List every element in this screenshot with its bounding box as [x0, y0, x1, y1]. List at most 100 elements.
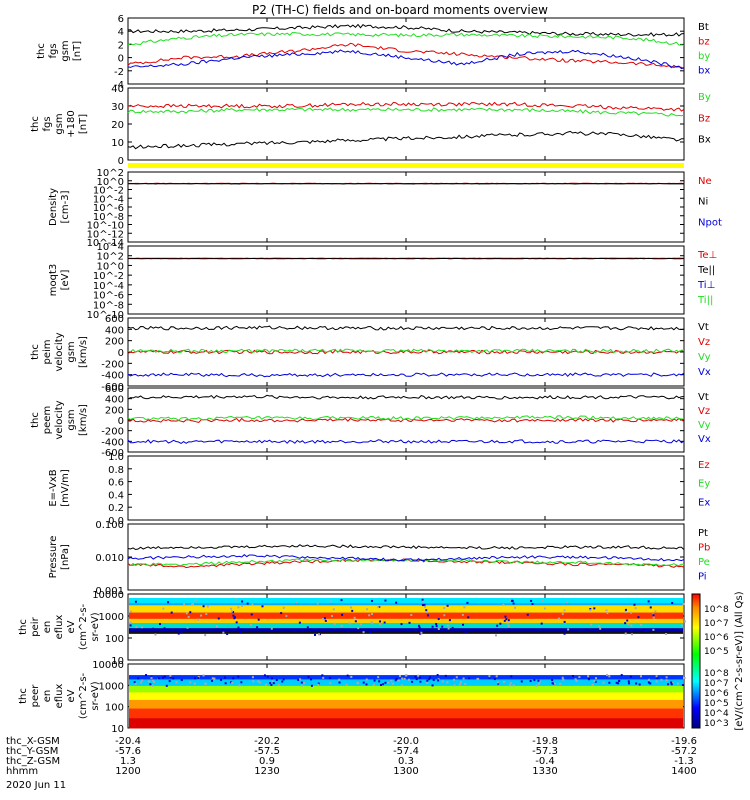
legend-ti: Ti|| [697, 295, 713, 306]
spectrogram-speckle [400, 623, 403, 626]
spectrogram-speckle [462, 623, 465, 626]
spectrogram-speckle [683, 620, 686, 623]
spectrogram-band [129, 605, 683, 614]
footer-value: 1.3 [120, 756, 136, 767]
spectrogram-speckle [431, 684, 434, 687]
footer-value: -1.3 [674, 756, 694, 767]
colorbar-tick-label: 10^8 [704, 669, 729, 679]
spectrogram-speckle [359, 623, 362, 626]
spectrogram-speckle [187, 615, 190, 618]
spectrogram-speckle [682, 603, 685, 606]
spectrogram-speckle [426, 679, 429, 682]
series-line-bt [127, 23, 685, 37]
spectrogram-speckle [435, 623, 438, 626]
spectrogram-speckle [397, 679, 400, 682]
spectrogram-speckle [427, 614, 430, 617]
spectrogram-speckle [455, 676, 458, 679]
spectrogram-speckle [667, 683, 670, 686]
colorbar-tick-label: 10^8 [704, 605, 729, 615]
panel-frame [127, 455, 685, 521]
spectrogram-speckle [162, 607, 165, 610]
spectrogram-speckle [415, 678, 418, 681]
series-line-vy [127, 348, 685, 354]
footer-value: -19.6 [671, 736, 697, 747]
spectrogram-speckle [566, 601, 569, 604]
spectrogram-speckle [250, 613, 253, 616]
panel-frame [127, 17, 685, 85]
spectrogram-speckle [189, 681, 192, 684]
y-axis-label: eV [66, 689, 77, 702]
spectrogram-speckle [269, 682, 272, 685]
y-tick-label: 0 [118, 156, 124, 167]
spectrogram-speckle [529, 680, 532, 683]
colorbar [691, 593, 701, 729]
spectrogram-speckle [488, 676, 491, 679]
spectrogram-speckle [504, 615, 507, 618]
spectrogram-speckle [168, 680, 171, 683]
spectrogram-speckle [648, 678, 651, 681]
spectrogram-speckle [507, 619, 510, 622]
spectrogram-speckle [322, 618, 325, 621]
spectrogram-speckle [180, 679, 183, 682]
spectrogram-speckle [503, 619, 506, 622]
spectrogram-speckle [145, 674, 148, 677]
spectrogram-speckle [180, 631, 183, 634]
spectrogram-speckle [655, 680, 658, 683]
panel-frame [127, 171, 685, 243]
spectrogram-speckle [605, 674, 608, 677]
spectrogram-speckle [645, 629, 648, 632]
footer-value: -20.4 [115, 736, 141, 747]
spectrogram-speckle [345, 683, 348, 686]
spectrogram-speckle [140, 681, 143, 684]
spectrogram-speckle [357, 682, 360, 685]
spectrogram-speckle [307, 675, 310, 678]
spectrogram-speckle [239, 631, 242, 634]
y-axis-label: thc [18, 688, 29, 704]
y-tick-label: 10^-10 [87, 221, 124, 232]
spectrogram-speckle [559, 682, 562, 685]
y-tick-label: 100 [105, 703, 124, 714]
spectrogram-speckle [506, 622, 509, 625]
spectrogram-speckle [575, 679, 578, 682]
spectrogram-speckle [365, 683, 368, 686]
spectrogram-speckle [300, 681, 303, 684]
spectrogram-speckle [373, 628, 376, 631]
spectrogram-speckle [194, 599, 197, 602]
spectrogram-speckle [567, 628, 570, 631]
y-tick-label: 10^-14 [87, 238, 124, 249]
spectrogram-speckle [133, 681, 136, 684]
spectrogram-speckle [539, 680, 542, 683]
spectrogram-speckle [226, 632, 229, 635]
spectrogram-speckle [317, 683, 320, 686]
legend-pi: Pi [698, 572, 707, 583]
spectrogram-speckle [448, 619, 451, 622]
y-axis-label: peer [30, 684, 41, 708]
spectrogram-speckle [411, 680, 414, 683]
spectrogram-speckle [270, 683, 273, 686]
y-tick-label: 400 [105, 325, 124, 336]
spectrogram-speckle [502, 603, 505, 606]
series-line-vt [127, 394, 685, 400]
y-axis-label: (cm^2-s- [78, 672, 89, 719]
spectrogram-speckle [357, 627, 360, 630]
y-axis-label: velocity [54, 400, 65, 439]
spectrogram-speckle [509, 684, 512, 687]
spectrogram-speckle [639, 675, 642, 678]
spectrogram-speckle [647, 600, 650, 603]
spectrogram-speckle [419, 630, 422, 633]
y-tick-label: -600 [101, 382, 124, 393]
spectrogram-speckle [493, 678, 496, 681]
spectrogram-speckle [405, 674, 408, 677]
spectrogram-speckle [163, 675, 166, 678]
series-line-pe [127, 558, 685, 567]
spectrogram-speckle [520, 680, 523, 683]
spectrogram-speckle [271, 680, 274, 683]
panel-frame [127, 245, 685, 315]
footer-value: -57.4 [393, 746, 419, 757]
panel-3: 10^210^010^-210^-410^-610^-810^-1010^-12… [48, 168, 722, 249]
spectrogram-speckle [298, 621, 301, 624]
spectrogram-speckle [257, 618, 260, 621]
spectrogram-speckle [419, 632, 422, 635]
y-tick-label: 0.100 [95, 520, 124, 531]
y-tick-label: 1.0 [108, 452, 124, 463]
